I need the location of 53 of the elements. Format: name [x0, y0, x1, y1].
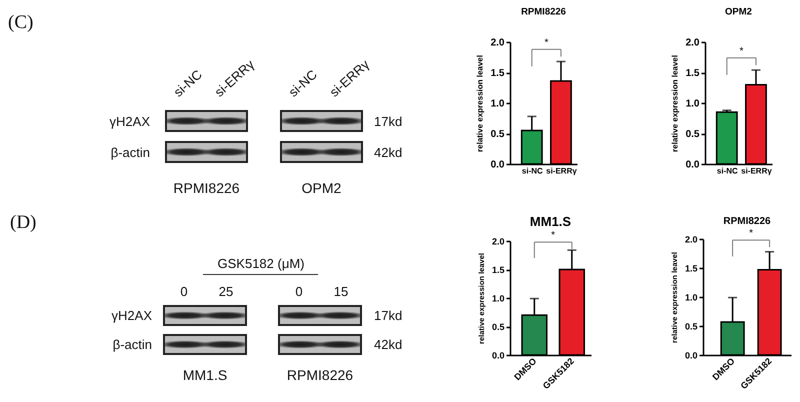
y-tick-label: 2.0 — [492, 236, 504, 246]
x-tick-label: si-ERRγ — [741, 166, 772, 176]
y-tick-label: 2.0 — [490, 38, 505, 48]
y-tick-label: 1.5 — [684, 264, 698, 274]
x-tick-label: si-NC — [522, 166, 544, 176]
y-tick-label: 2.0 — [686, 38, 700, 48]
y-tick-label: 0.0 — [684, 350, 698, 360]
text: RPMI8226 — [286, 367, 354, 383]
y-tick-label: 1.0 — [684, 292, 698, 302]
category-label: 15 — [334, 284, 348, 298]
category-label: 0 — [180, 284, 188, 298]
text: RPMI8226 — [173, 180, 240, 196]
text: MM1.S — [182, 367, 228, 383]
category-label: γH2AX — [110, 114, 150, 128]
text: GSK5182 (μM) — [218, 256, 304, 270]
text: OPM2 — [302, 180, 342, 196]
y-axis-title: relative expression leavel — [476, 55, 485, 152]
y-tick-label: 0.5 — [684, 322, 698, 332]
text: (C) — [8, 12, 34, 32]
category-label: β-actin — [110, 144, 150, 160]
chart-title: RPMI8226 — [723, 216, 772, 228]
y-tick-label: 0.0 — [490, 160, 505, 170]
chart-title: MM1.S — [530, 214, 572, 230]
chart-title: OPM2 — [725, 6, 752, 18]
text: * — [551, 230, 556, 242]
y-axis-title: relative expression leavel — [670, 55, 680, 152]
chart-title: RPMI8226 — [521, 6, 566, 18]
y-tick-label: 2.0 — [684, 234, 698, 244]
annotation: * — [544, 37, 548, 48]
y-tick-label: 0.0 — [492, 350, 504, 360]
y-tick-label: 1.0 — [686, 98, 700, 110]
category-label: 17kd — [374, 114, 402, 128]
x-tick-label: si-NC — [716, 166, 738, 176]
category-label: 17kd — [374, 308, 402, 323]
text: (D) — [10, 212, 36, 232]
category-label: 42kd — [374, 144, 402, 160]
y-tick-label: 0.0 — [686, 160, 700, 170]
annotation: * — [739, 46, 744, 57]
category-label: 25 — [218, 284, 234, 298]
y-tick-label: 0.5 — [490, 129, 505, 140]
y-tick-label: 0.5 — [686, 129, 700, 140]
x-tick-label: si-ERRγ — [546, 166, 578, 176]
category-label: β-actin — [112, 337, 152, 352]
y-tick-label: 1.0 — [492, 294, 504, 304]
y-tick-label: 1.5 — [492, 265, 504, 275]
y-tick-label: 1.0 — [490, 98, 505, 110]
text: * — [749, 228, 754, 240]
category-label: 0 — [295, 284, 303, 298]
y-tick-label: 0.5 — [492, 322, 504, 332]
category-label: γH2AX — [112, 308, 152, 323]
category-label: 42kd — [374, 337, 402, 352]
y-tick-label: 1.5 — [490, 68, 505, 79]
y-tick-label: 1.5 — [686, 68, 700, 79]
